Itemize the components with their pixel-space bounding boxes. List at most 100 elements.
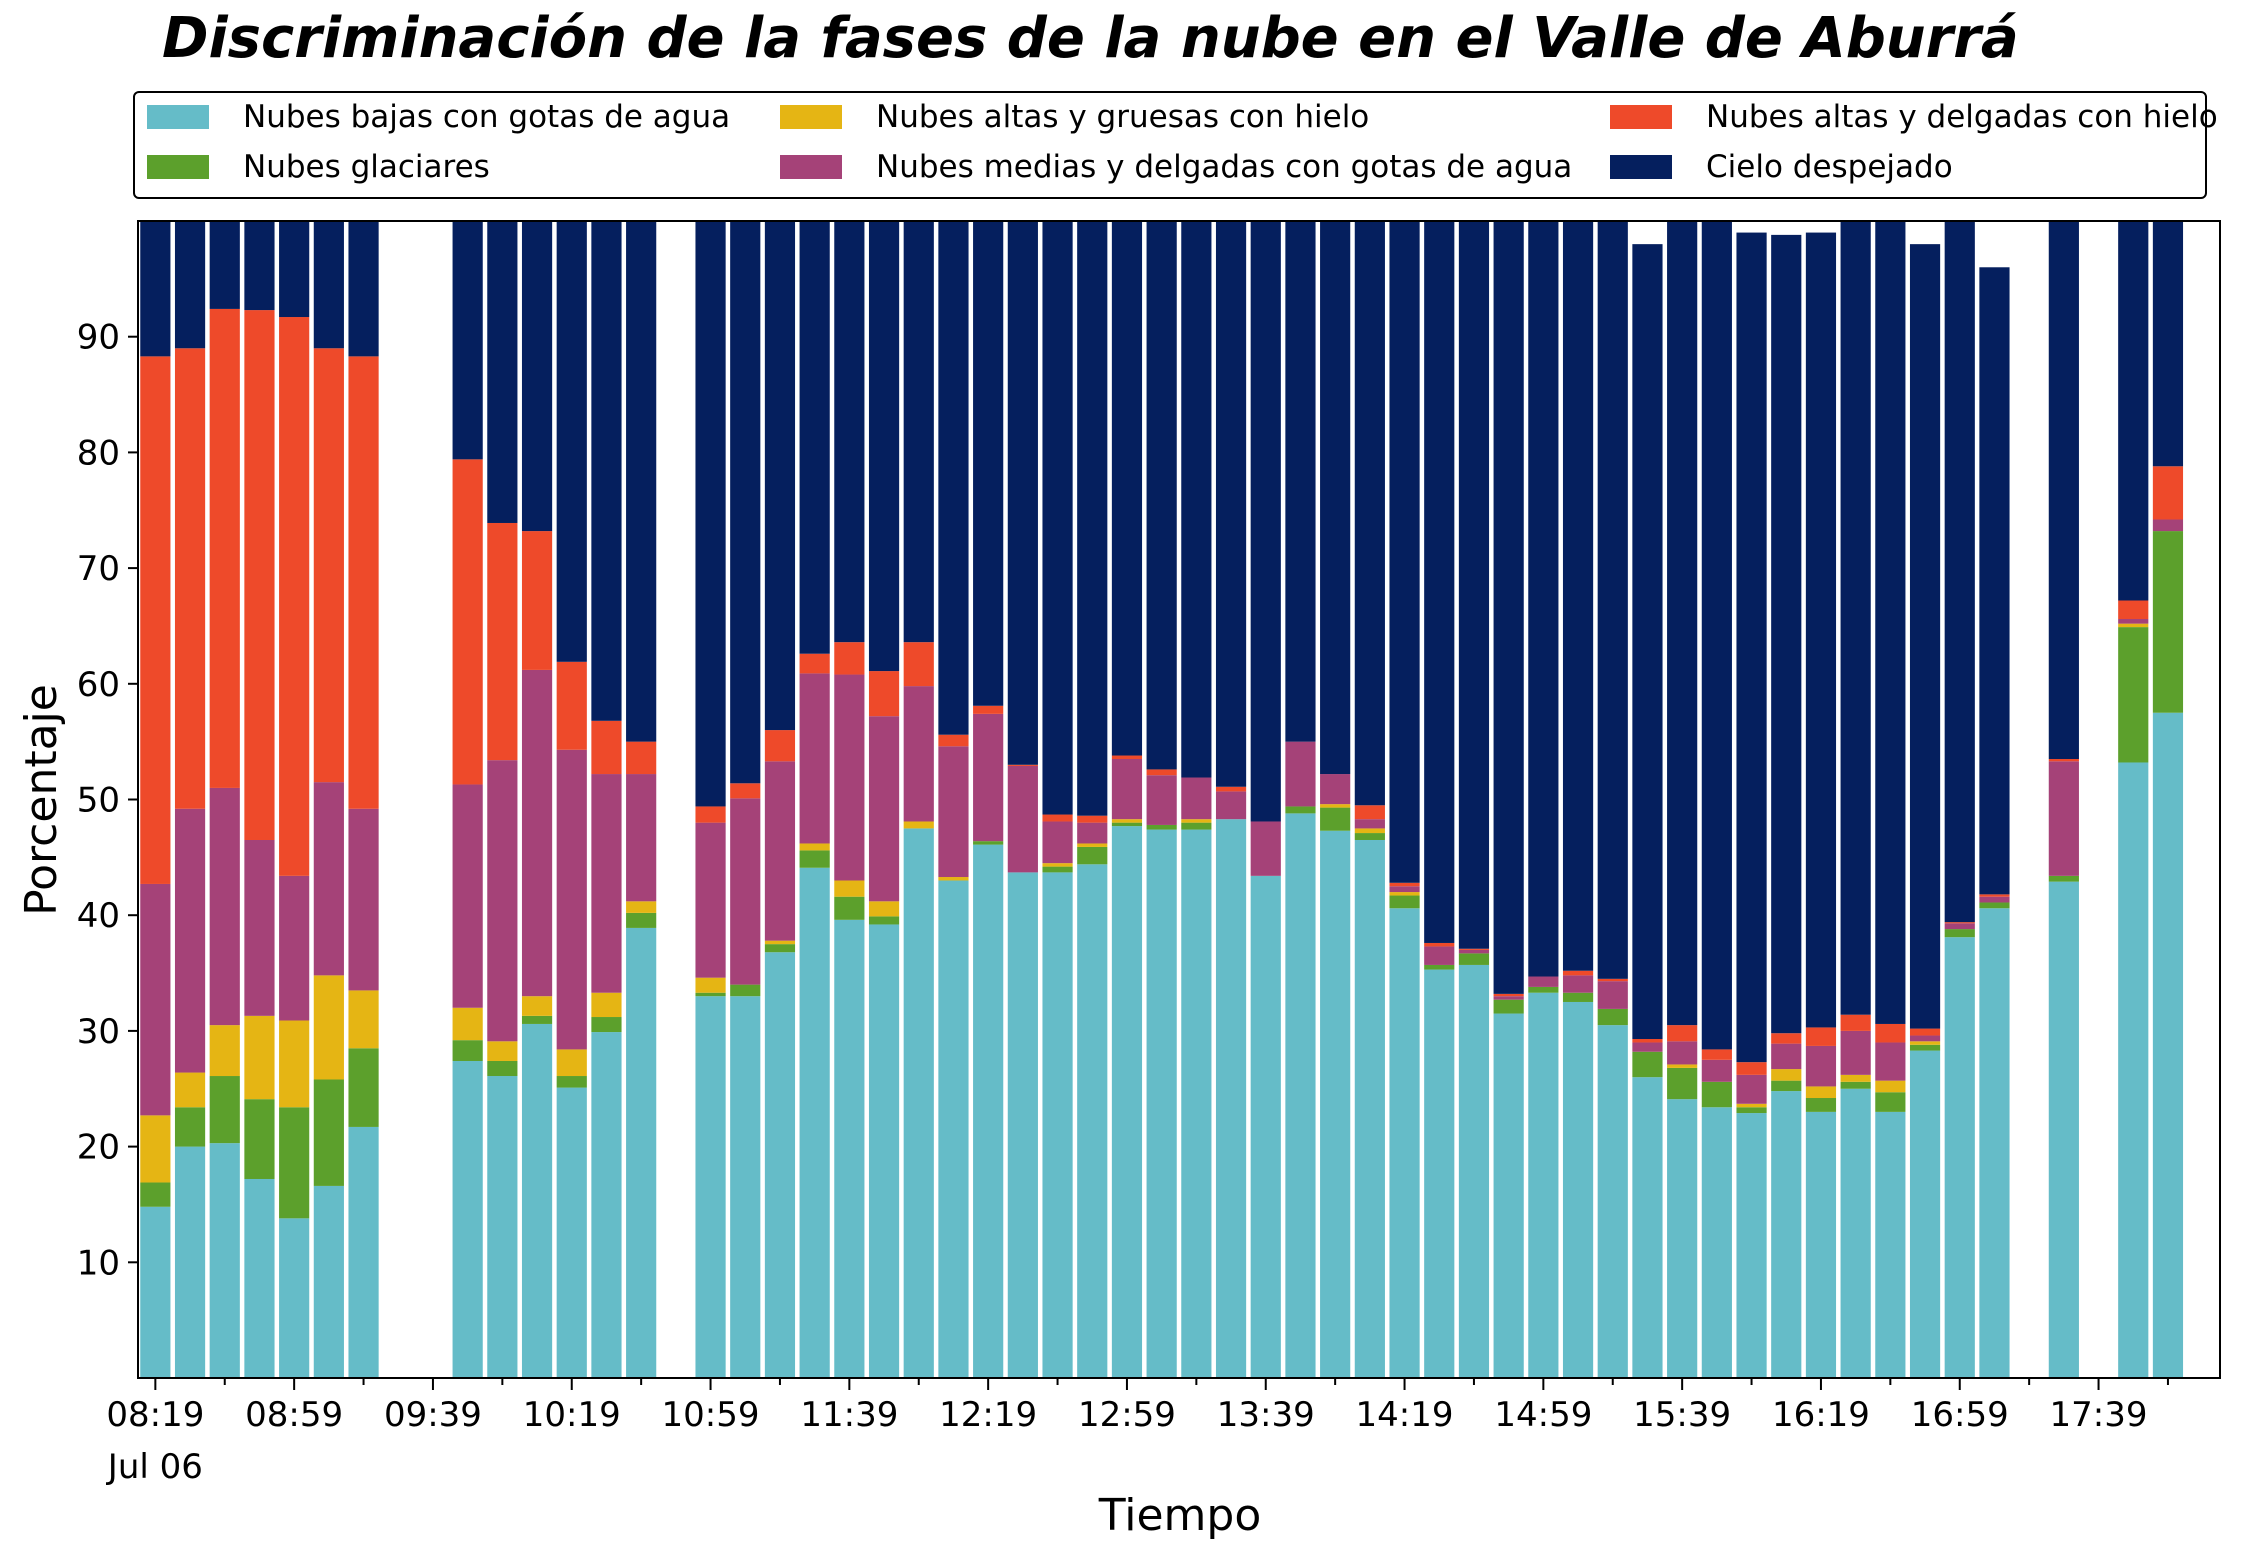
- bar-segment: [244, 1179, 275, 1378]
- bar-segment: [1771, 1033, 1802, 1044]
- bar-segment: [1875, 1080, 1906, 1093]
- bar-segment: [140, 356, 171, 884]
- bar-segment: [834, 674, 865, 881]
- bar-segment: [1805, 1098, 1837, 1112]
- bar-segment: [1944, 923, 1975, 930]
- bar-segment: [174, 1107, 206, 1147]
- bar-segment: [1354, 805, 1385, 820]
- plot-frame: [137, 220, 2221, 1379]
- bar-segment: [695, 822, 726, 978]
- bar-segment: [1215, 786, 1247, 792]
- bar-segment: [1215, 791, 1247, 820]
- bar-segment: [1042, 863, 1073, 867]
- bar-segment: [174, 1072, 206, 1108]
- bar-segment: [1875, 221, 1906, 1024]
- bar-segment: [1389, 886, 1420, 893]
- bar-segment: [1979, 267, 2010, 895]
- bar-segment: [279, 221, 310, 318]
- bar-segment: [1111, 826, 1143, 1378]
- bar-layer: [140, 221, 2184, 1378]
- bar-segment: [1771, 1091, 1802, 1378]
- bar-segment: [1146, 769, 1177, 776]
- bar-segment: [140, 883, 171, 1116]
- bar-segment: [799, 673, 830, 844]
- bar-segment: [1736, 232, 1767, 1063]
- bar-segment: [1424, 942, 1455, 947]
- bar-segment: [1111, 819, 1143, 823]
- bar-segment: [1285, 806, 1316, 814]
- bar-segment: [1979, 908, 2010, 1378]
- bar-segment: [2152, 531, 2184, 713]
- bar-segment: [591, 774, 622, 993]
- bar-segment: [1493, 993, 1524, 997]
- bar-segment: [1320, 807, 1351, 831]
- bar-segment: [1181, 819, 1212, 823]
- bar-segment: [730, 798, 761, 985]
- bar-segment: [1111, 221, 1143, 756]
- bar-segment: [1771, 234, 1802, 1034]
- bar-segment: [348, 221, 379, 357]
- bar-segment: [868, 924, 900, 1378]
- bar-segment: [1632, 1077, 1663, 1378]
- bar-segment: [313, 1185, 344, 1378]
- bar-segment: [1077, 815, 1108, 823]
- x-tick-label: 08:59: [245, 1395, 343, 1435]
- bar-segment: [799, 653, 830, 674]
- bar-segment: [348, 1126, 379, 1378]
- bar-segment: [2118, 600, 2149, 620]
- bar-segment: [452, 784, 483, 1008]
- bar-segment: [1389, 221, 1420, 883]
- bar-segment: [626, 912, 657, 928]
- bar-segment: [279, 1218, 310, 1378]
- bar-segment: [1424, 221, 1455, 943]
- y-axis-label: Porcentaje: [16, 684, 67, 916]
- bar-segment: [764, 940, 796, 945]
- bar-segment: [695, 992, 726, 997]
- bar-segment: [1875, 1111, 1906, 1378]
- bar-segment: [1667, 1041, 1698, 1065]
- bar-segment: [1944, 937, 1975, 1378]
- bar-segment: [1111, 755, 1143, 759]
- bar-segment: [174, 348, 206, 809]
- legend-item: Cielo despejado: [1610, 149, 1953, 185]
- bar-segment: [174, 221, 206, 349]
- legend-swatch: [147, 155, 209, 179]
- bar-segment: [2118, 762, 2149, 1378]
- bar-segment: [556, 749, 587, 1050]
- bar-segment: [903, 821, 934, 829]
- bar-segment: [174, 808, 206, 1073]
- y-tick-label: 50: [77, 781, 120, 821]
- bar-segment: [1528, 976, 1559, 987]
- bar-segment: [1146, 221, 1177, 770]
- bar-segment: [1493, 996, 1524, 1000]
- bar-segment: [1805, 232, 1837, 1028]
- bar-segment: [313, 348, 344, 783]
- bar-segment: [1285, 813, 1316, 1378]
- y-axis: 10 20 30 40 50 60 70 80 90: [77, 318, 138, 1283]
- bar-segment: [521, 1023, 553, 1378]
- x-tick-label: 10:19: [523, 1395, 621, 1435]
- legend-label: Cielo despejado: [1706, 149, 1953, 185]
- bar-segment: [1320, 221, 1351, 775]
- bar-segment: [1632, 1042, 1663, 1052]
- bar-segment: [973, 221, 1004, 706]
- bar-segment: [1805, 1111, 1837, 1378]
- bar-segment: [1077, 846, 1108, 865]
- bar-segment: [1354, 828, 1385, 834]
- legend-swatch: [147, 105, 209, 129]
- bar-segment: [1007, 872, 1038, 1378]
- bar-segment: [556, 1049, 587, 1077]
- x-tick-label: 12:19: [939, 1395, 1037, 1435]
- bar-segment: [938, 734, 969, 747]
- bar-segment: [209, 1143, 240, 1378]
- bar-segment: [764, 730, 796, 762]
- bar-segment: [452, 221, 483, 460]
- bar-segment: [1840, 221, 1871, 1015]
- bar-segment: [834, 896, 865, 920]
- bar-segment: [1181, 777, 1212, 820]
- bar-segment: [487, 1060, 518, 1077]
- bar-segment: [1736, 1074, 1767, 1104]
- x-tick-label: Jul 06: [106, 1447, 203, 1487]
- bar-segment: [2152, 519, 2184, 532]
